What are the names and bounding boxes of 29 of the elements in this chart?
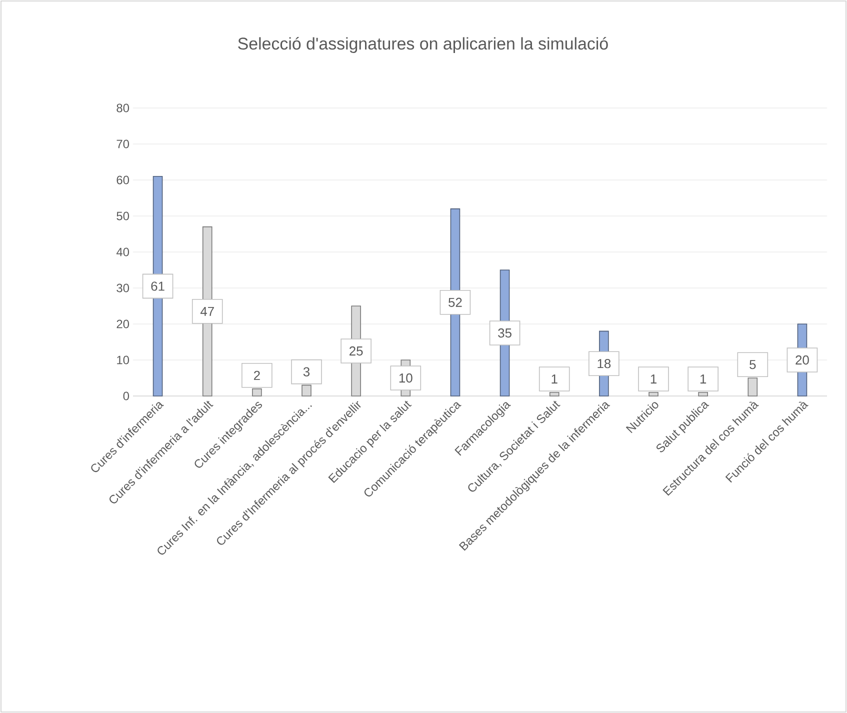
- y-tick-label: 80: [116, 104, 130, 112]
- data-label: 61: [151, 282, 164, 291]
- data-label: 18: [598, 359, 611, 368]
- bar: [648, 392, 658, 396]
- data-label: 1: [552, 374, 558, 384]
- y-tick-label: 10: [117, 356, 130, 364]
- data-label: 5: [750, 360, 756, 370]
- y-tick-label: 50: [116, 212, 130, 220]
- data-label: 35: [498, 328, 512, 338]
- bar: [549, 392, 560, 396]
- data-label: 25: [350, 346, 363, 356]
- y-tick-label: 70: [116, 140, 130, 148]
- y-tick-label: 0: [123, 392, 130, 400]
- y-tick-label: 40: [116, 248, 130, 256]
- bar: [698, 392, 708, 396]
- data-label: 3: [303, 367, 310, 376]
- data-label: 10: [399, 373, 412, 383]
- bar: [252, 388, 262, 396]
- y-tick-label: 60: [116, 176, 130, 184]
- bar: [302, 384, 312, 396]
- data-label: 1: [700, 374, 706, 384]
- data-label: 1: [650, 374, 656, 384]
- data-label: 2: [254, 370, 260, 380]
- data-label: 52: [448, 298, 462, 307]
- chart-title: Selecció d'assignatures on aplicarien la simulació: [238, 37, 608, 53]
- y-tick-label: 30: [116, 284, 130, 292]
- y-tick-label: 20: [116, 320, 130, 328]
- data-label: 20: [796, 355, 809, 365]
- data-label: 47: [200, 306, 214, 316]
